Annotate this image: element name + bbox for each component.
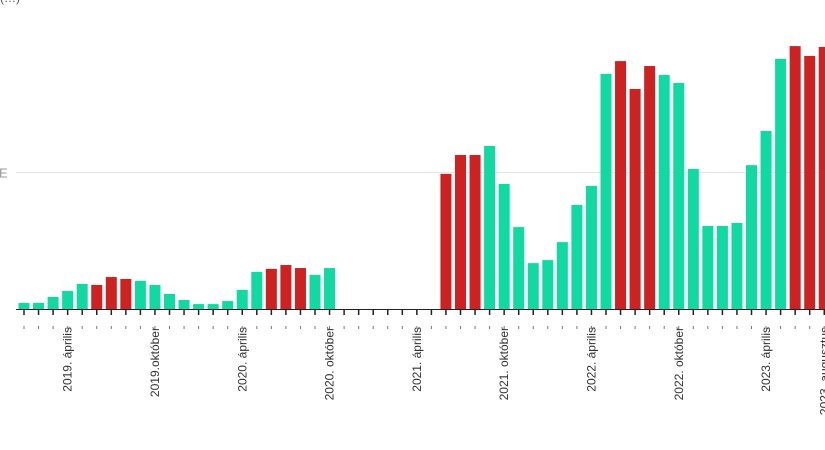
bar — [178, 299, 190, 309]
bar — [164, 293, 175, 309]
bar — [236, 289, 248, 309]
bar — [62, 290, 74, 309]
bar — [280, 265, 292, 309]
x-tick-label: 2020. október — [323, 327, 337, 400]
bar — [149, 284, 161, 309]
bar — [251, 271, 263, 309]
bar — [702, 226, 714, 309]
bar — [294, 268, 306, 309]
x-axis — [16, 309, 825, 329]
bar — [222, 301, 234, 309]
bar — [644, 66, 656, 309]
bar — [731, 223, 743, 309]
bar — [455, 155, 466, 309]
bar — [615, 61, 627, 310]
bar — [484, 146, 496, 309]
grid-layer: E — [0, 166, 825, 181]
x-tick-labels: 2019. április 2019.október 2020. április 20… — [61, 327, 825, 415]
bar — [265, 268, 277, 309]
bar — [716, 226, 728, 309]
bar — [658, 75, 670, 309]
bar — [629, 88, 641, 309]
bar — [818, 46, 825, 310]
x-tick-label: 2020. április — [235, 327, 249, 392]
bars-layer — [18, 46, 825, 310]
bar — [571, 204, 583, 309]
bar — [105, 277, 117, 309]
bar — [775, 58, 787, 309]
x-tick-label: 2022. október — [672, 327, 686, 400]
bar — [18, 302, 30, 309]
x-tick-label: 2021. október — [497, 327, 511, 400]
bar — [600, 73, 612, 310]
bar — [513, 227, 525, 309]
bar — [91, 284, 103, 309]
bar — [673, 82, 685, 310]
bar — [527, 263, 539, 309]
bar — [193, 304, 205, 309]
bar — [207, 304, 219, 309]
bar — [469, 155, 481, 309]
x-tick-label: 2022. április — [584, 327, 598, 392]
x-tick-label: 2019.október — [148, 327, 162, 397]
x-tick-label: 2021. április — [410, 327, 424, 392]
bar — [789, 46, 801, 309]
bar — [498, 183, 510, 309]
bar — [687, 168, 699, 309]
x-tick-label: 2019. április — [61, 327, 75, 392]
bar — [542, 260, 554, 309]
bar — [324, 268, 336, 309]
y-tick-label: E — [0, 166, 8, 181]
x-tick-label: 2023. augusztus — [817, 327, 825, 415]
bar — [585, 185, 597, 309]
bar — [556, 242, 568, 309]
bar — [760, 131, 772, 309]
bar — [440, 173, 452, 309]
bar — [309, 274, 321, 309]
bar — [33, 302, 45, 309]
bar — [134, 280, 146, 309]
x-tick-label: 2023. április — [759, 327, 773, 392]
chart-top-text: (…) — [0, 0, 20, 5]
bar — [120, 278, 132, 309]
bar — [804, 55, 816, 309]
bar — [746, 165, 757, 309]
bar — [47, 296, 59, 309]
bar — [76, 283, 88, 309]
